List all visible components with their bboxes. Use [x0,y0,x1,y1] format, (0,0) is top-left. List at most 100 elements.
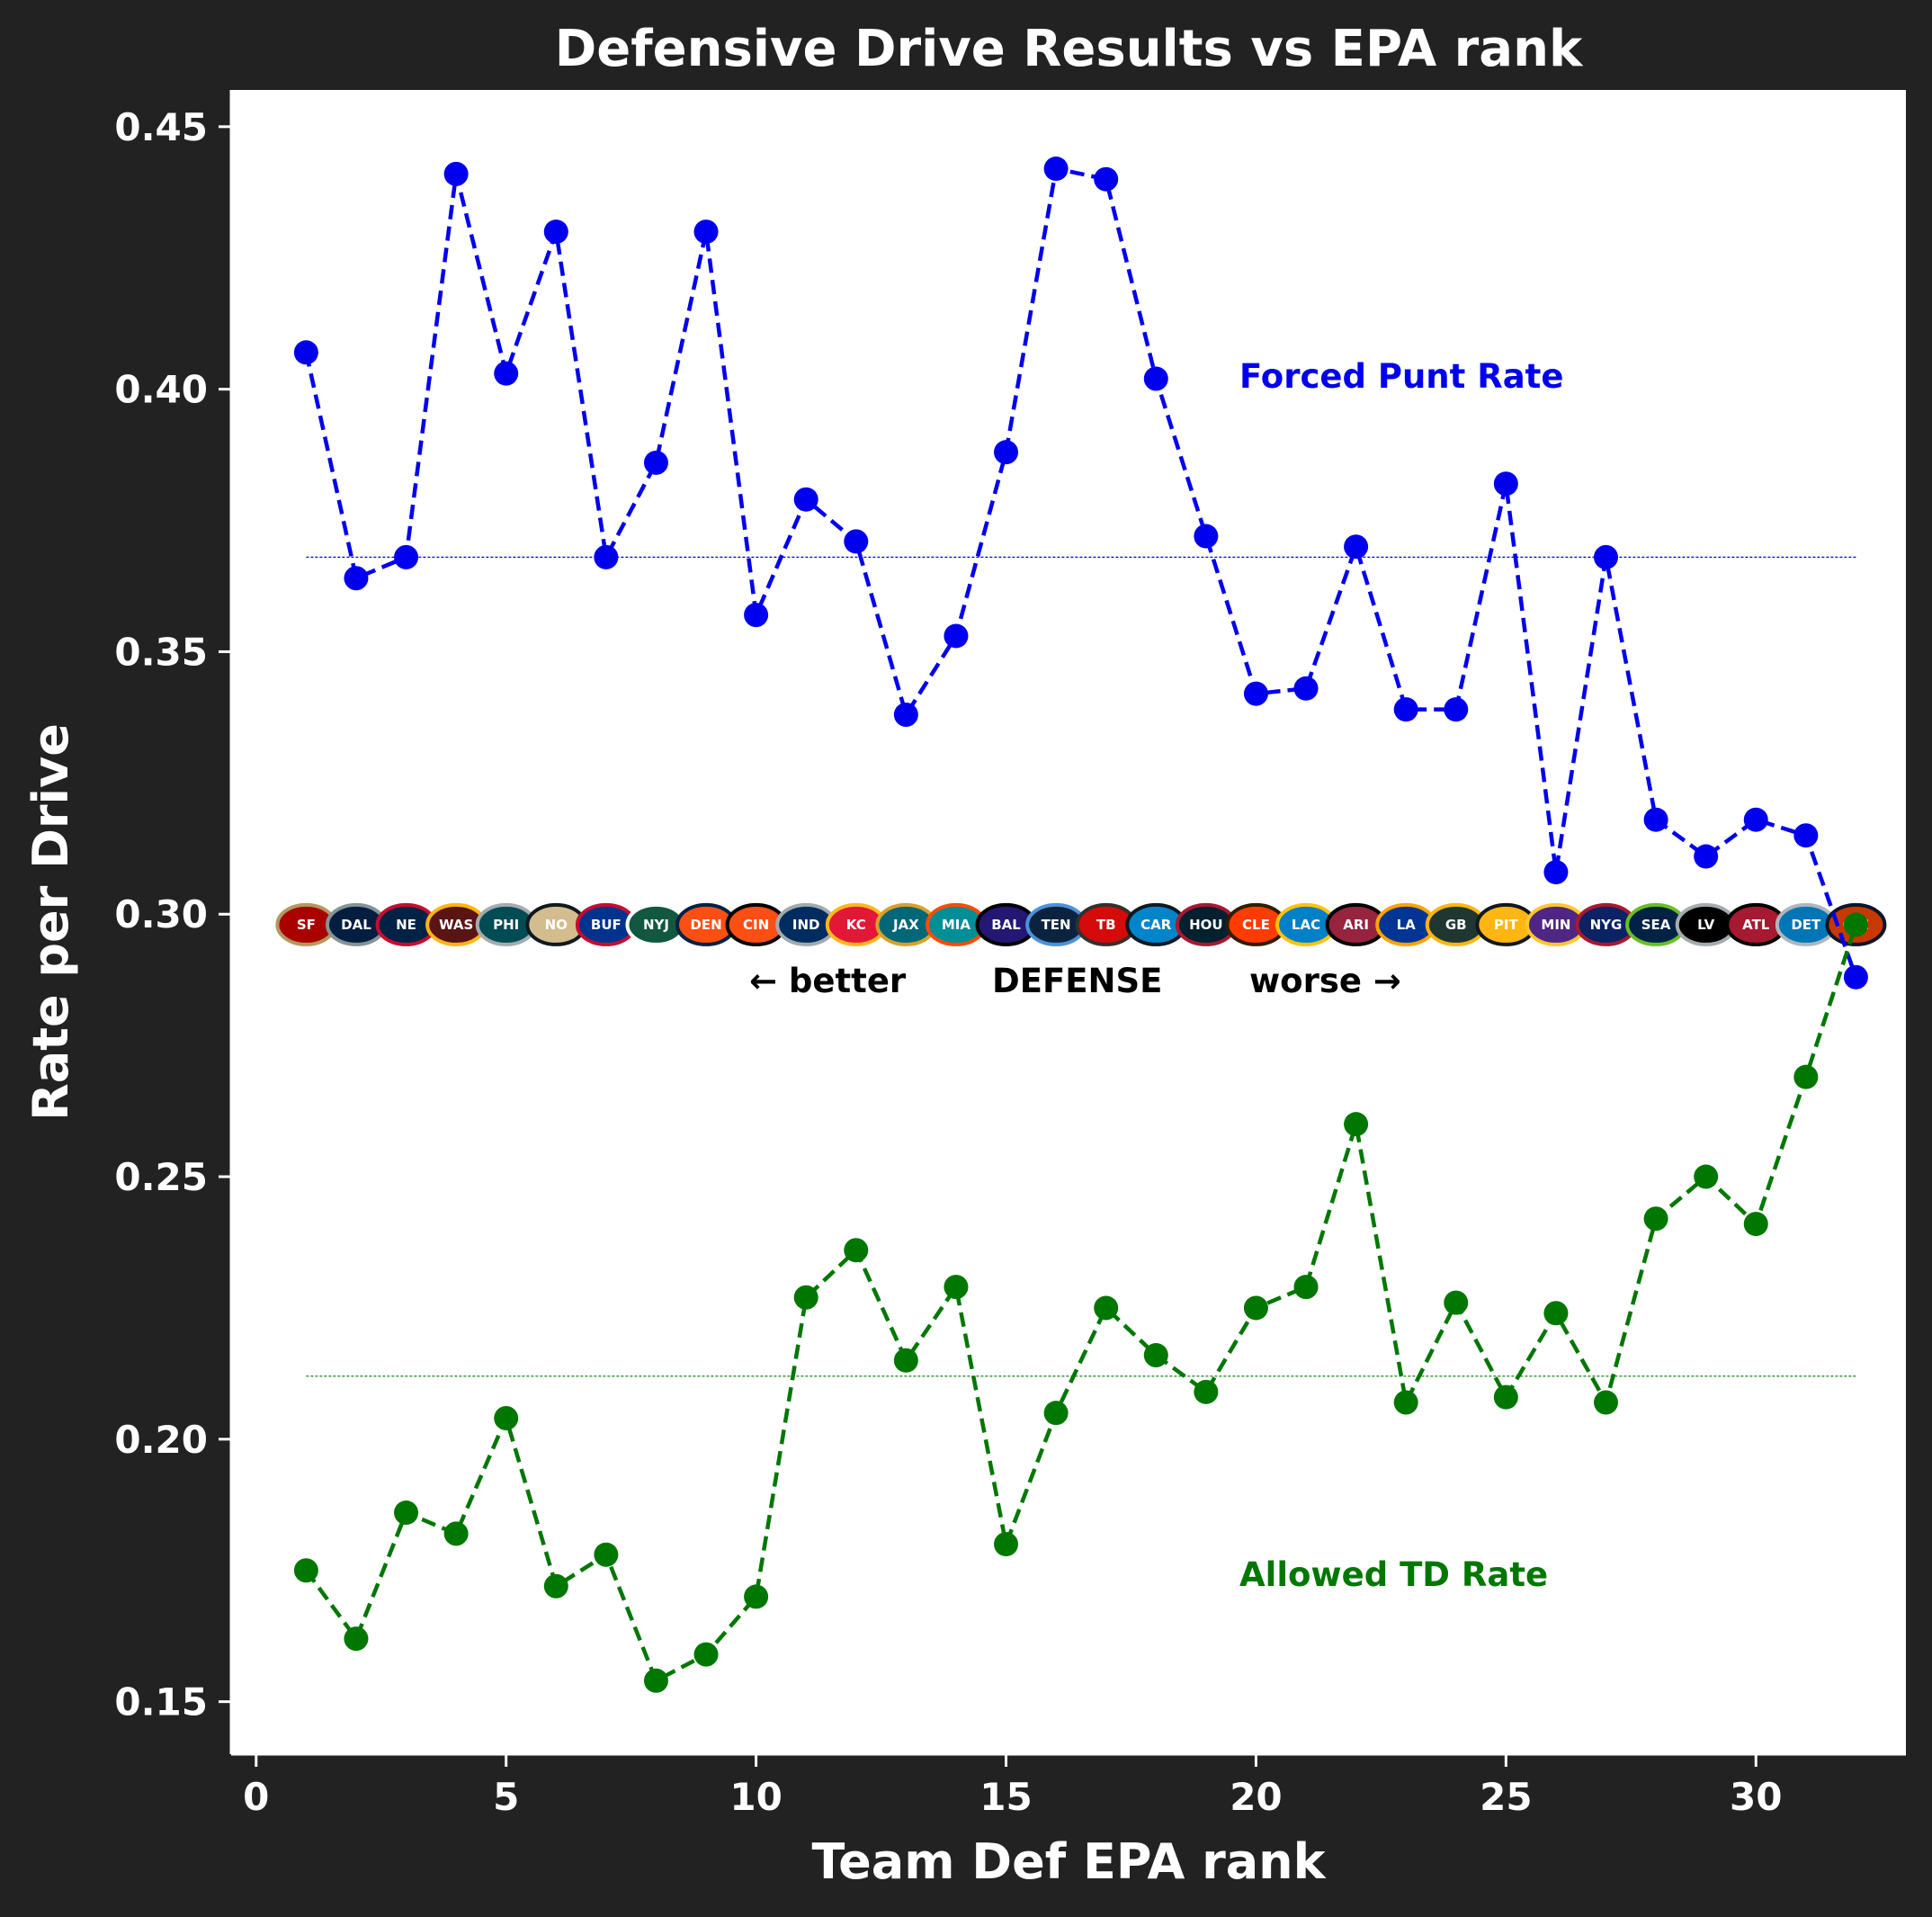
y-tick-label: 0.35 [114,630,208,674]
y-tick-label: 0.30 [114,892,208,936]
y-tick-label: 0.45 [114,105,208,149]
data-point-forced-punt-rate [443,161,469,186]
y-axis-label: Rate per Drive [22,723,79,1121]
data-point-forced-punt-rate [1594,544,1619,569]
data-point-forced-punt-rate [494,361,519,386]
td-rate-annotation: Allowed TD Rate [1239,1555,1548,1594]
data-point-forced-punt-rate [1293,676,1319,701]
series [293,157,1868,1693]
x-tick-label: 20 [1230,1775,1282,1819]
team-logo-abbr: BUF [591,917,622,933]
data-point-allowed-td-rate [494,1405,519,1430]
data-point-allowed-td-rate [1444,1290,1469,1315]
data-point-allowed-td-rate [1094,1295,1119,1321]
team-logo-no-icon: NO [525,902,587,946]
y-tick-label: 0.20 [114,1418,208,1462]
data-point-forced-punt-rate [1843,964,1868,990]
team-logo-bal-icon: BAL [975,902,1037,946]
data-point-forced-punt-rate [344,566,369,591]
data-point-forced-punt-rate [1393,697,1418,722]
team-logo-abbr: DAL [341,917,371,933]
data-point-forced-punt-rate [1543,860,1569,885]
data-point-forced-punt-rate [1493,471,1518,497]
series-allowed-td-rate [293,912,1868,1693]
y-tick-label: 0.40 [114,368,208,412]
team-logo-abbr: LA [1397,917,1417,933]
data-point-allowed-td-rate [844,1238,869,1263]
team-logo-abbr: NO [545,917,568,933]
team-logo-abbr: CIN [743,917,769,933]
data-point-allowed-td-rate [543,1573,568,1599]
data-point-allowed-td-rate [1643,1206,1668,1232]
team-logo-abbr: TB [1096,917,1116,933]
data-point-allowed-td-rate [1793,1064,1819,1089]
team-logo-tb-icon: TB [1075,902,1137,946]
data-point-allowed-td-rate [643,1668,668,1693]
data-point-forced-punt-rate [844,529,869,554]
data-point-allowed-td-rate [1293,1275,1319,1300]
y-tick-label: 0.25 [114,1155,208,1199]
data-point-allowed-td-rate [1493,1384,1518,1410]
data-point-allowed-td-rate [1393,1390,1418,1415]
data-point-allowed-td-rate [293,1558,318,1583]
x-tick-label: 10 [729,1775,782,1819]
better-annotation: ← better [749,962,907,1000]
team-logo-buf-icon: BUF [575,902,637,946]
axes: 0 5 10 15 20 25 30 0.15 0.20 0.25 0.30 0.35 0.40 0.45 [114,90,1906,1819]
punt-rate-annotation: Forced Punt Rate [1239,357,1563,396]
team-logo-dal-icon: DAL [325,902,387,946]
team-logo-abbr: LAC [1292,917,1320,933]
x-tick-label: 15 [979,1775,1032,1819]
team-logo-ten-icon: TEN [1025,902,1087,946]
team-logo-abbr: LV [1697,917,1714,933]
data-point-allowed-td-rate [1344,1112,1369,1137]
data-point-allowed-td-rate [893,1348,918,1373]
team-logo-abbr: ARI [1343,917,1369,933]
data-point-forced-punt-rate [793,487,818,512]
team-logo-abbr: GB [1445,917,1467,933]
data-point-allowed-td-rate [1543,1301,1569,1326]
data-point-forced-punt-rate [594,544,619,569]
data-point-allowed-td-rate [1694,1164,1719,1189]
team-logo-abbr: MIN [1541,917,1570,933]
team-logo-abbr: NE [396,917,416,933]
team-logo-cin-icon: CIN [725,902,787,946]
team-logo-abbr: DET [1791,917,1821,933]
team-logo-abbr: PIT [1494,917,1519,933]
team-logo-abbr: CAR [1140,917,1172,933]
team-logo-gb-icon: GB [1425,902,1487,946]
data-point-allowed-td-rate [1843,912,1868,937]
team-logo-abbr: BAL [991,917,1021,933]
team-logo-car-icon: CAR [1125,902,1187,946]
data-point-forced-punt-rate [1143,366,1168,391]
team-logo-kc-icon: KC [825,902,887,946]
team-logo-abbr: KC [846,917,866,933]
x-tick-label: 0 [243,1775,269,1819]
data-point-allowed-td-rate [1194,1379,1219,1404]
defense-annotation: DEFENSE [992,962,1162,1000]
team-logo-abbr: NYG [1590,917,1623,933]
data-point-allowed-td-rate [443,1521,469,1546]
data-point-forced-punt-rate [1694,844,1719,869]
data-point-forced-punt-rate [1094,166,1119,192]
data-point-allowed-td-rate [693,1642,719,1667]
data-point-allowed-td-rate [394,1500,419,1526]
team-logo-abbr: SEA [1641,917,1671,933]
data-point-forced-punt-rate [693,219,719,245]
team-logos: SF DAL NE WAS PHI NO BUF NYJ DEN CIN IND KC JAX MIA BA… [275,902,1887,946]
team-logo-abbr: HOU [1189,917,1223,933]
data-point-allowed-td-rate [1743,1212,1768,1237]
team-logo-abbr: WAS [439,917,473,933]
data-point-forced-punt-rate [1793,823,1819,848]
data-point-allowed-td-rate [944,1275,969,1300]
data-point-forced-punt-rate [1043,157,1069,182]
data-point-forced-punt-rate [1444,697,1469,722]
team-logo-hou-icon: HOU [1175,902,1237,946]
data-point-allowed-td-rate [744,1584,769,1609]
team-logo-abbr: DEN [690,917,721,933]
team-logo-abbr: MIA [942,917,971,933]
data-point-allowed-td-rate [1594,1390,1619,1415]
worse-annotation: worse → [1249,962,1401,1000]
data-point-allowed-td-rate [793,1285,818,1310]
